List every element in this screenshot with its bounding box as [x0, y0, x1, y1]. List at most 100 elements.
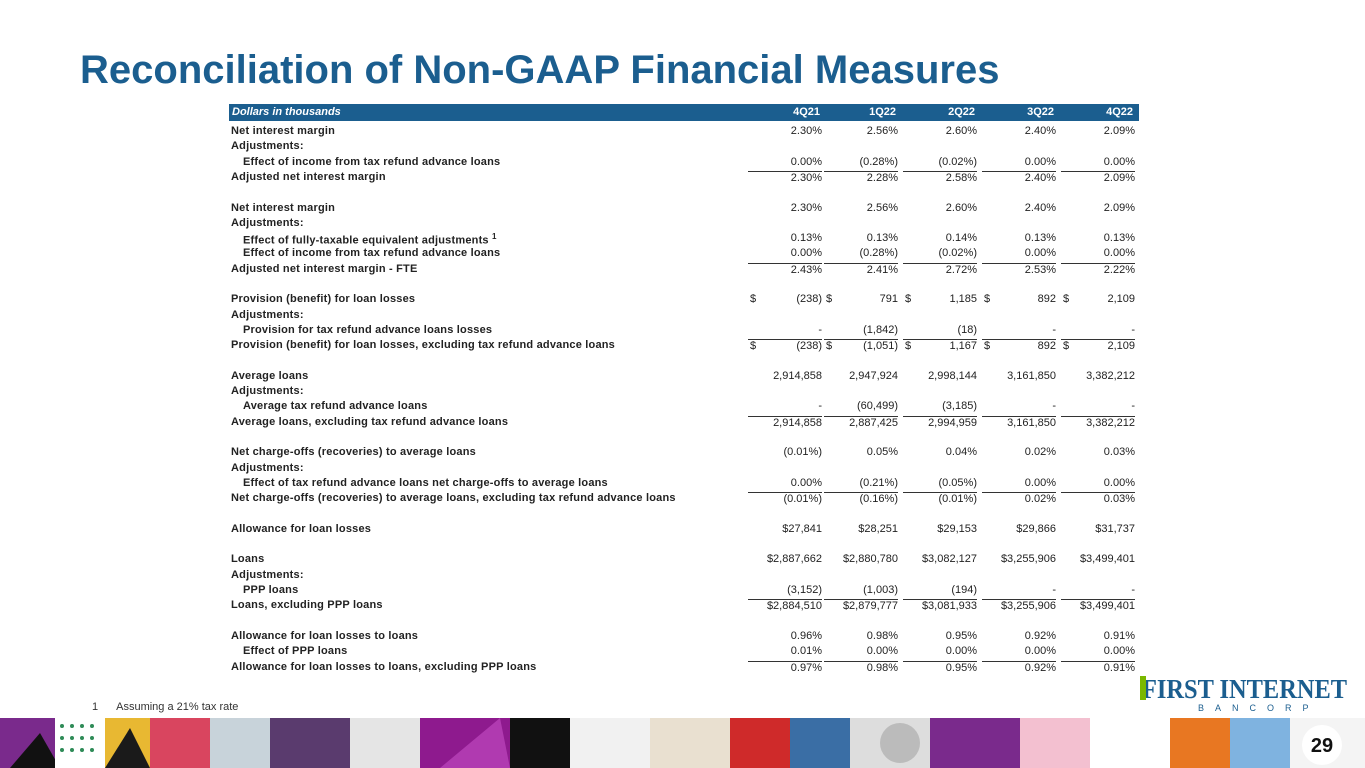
row-value: (238) [748, 339, 822, 354]
row-value: 2,994,959 [903, 415, 977, 431]
currency-sign: $ [1063, 340, 1070, 353]
row-value: $2,884,510 [748, 599, 822, 614]
row-value: 0.98% [824, 660, 898, 676]
row-value: 0.00% [1103, 645, 1135, 658]
row-value: 0.92% [1024, 629, 1056, 642]
row-value: - [1131, 400, 1135, 413]
row-value: $3,499,401 [1079, 553, 1135, 566]
footnote-text: Assuming a 21% tax rate [116, 701, 239, 713]
row-value: - [1052, 584, 1056, 596]
row-value: 0.03% [1061, 492, 1135, 507]
row-value: (0.28%) [859, 247, 898, 260]
page-number: 29 [1311, 735, 1333, 757]
row-value: 2,887,425 [824, 415, 898, 431]
row-label: Effect of tax refund advance loans net c… [243, 476, 608, 489]
row-value: 0.95% [903, 660, 977, 676]
row-value: 2.40% [1024, 201, 1056, 214]
row-value: 2.43% [748, 262, 822, 278]
row-label: Allowance for loan losses to loans, excl… [231, 660, 537, 673]
row-value: (18) [957, 323, 977, 336]
row-value: 2,914,858 [748, 415, 822, 431]
row-value: 0.04% [945, 446, 977, 459]
row-value: - [1131, 323, 1135, 336]
row-value: - [818, 400, 822, 413]
row-value: $2,879,777 [824, 599, 898, 614]
row-label: Average loans, excluding tax refund adva… [231, 415, 509, 428]
row-value: 791 [879, 293, 898, 306]
row-value: 2.40% [1024, 125, 1056, 137]
row-label: Adjustments: [231, 140, 304, 153]
row-label: Average loans [231, 369, 309, 382]
row-value: (3,152) [787, 584, 822, 596]
row-value: 1,185 [949, 293, 977, 306]
row-label: Allowance for loan losses to loans [231, 629, 419, 642]
row-value: 2.09% [1103, 201, 1135, 214]
currency-sign: $ [750, 293, 757, 306]
row-value: (60,499) [857, 400, 898, 413]
row-value: 0.91% [1061, 660, 1135, 676]
row-value: 2.30% [790, 201, 822, 214]
row-value: 2.58% [903, 170, 977, 186]
row-value: (194) [951, 584, 977, 596]
row-value: (0.01%) [903, 492, 977, 507]
row-value: 0.00% [1103, 155, 1135, 168]
currency-sign: $ [905, 293, 912, 306]
row-value: (0.02%) [938, 247, 977, 260]
row-label: Effect of fully-taxable equivalent adjus… [243, 232, 497, 247]
row-value: (3,185) [942, 400, 977, 413]
row-label: PPP loans [243, 584, 299, 596]
row-value: - [1131, 584, 1135, 596]
row-value: $28,251 [858, 522, 898, 535]
row-value: 3,382,212 [1061, 415, 1135, 431]
row-value: 2,109 [1061, 339, 1135, 354]
row-label: Net charge-offs (recoveries) to average … [231, 446, 476, 459]
row-value: (238) [796, 293, 822, 306]
row-value: 0.13% [1103, 232, 1135, 245]
currency-sign: $ [826, 340, 833, 353]
currency-sign: $ [1063, 293, 1070, 306]
row-value: 2.09% [1061, 170, 1135, 186]
row-value: $2,880,780 [842, 553, 898, 566]
header-label: Dollars in thousands [232, 106, 341, 118]
row-value: 0.00% [790, 476, 822, 489]
row-label: Adjusted net interest margin - FTE [231, 262, 418, 275]
row-value: - [1052, 323, 1056, 336]
row-label: Adjustments: [231, 568, 304, 581]
row-value: 3,382,212 [1086, 369, 1135, 382]
row-value: 0.96% [790, 629, 822, 642]
currency-sign: $ [826, 293, 833, 306]
header-period: 2Q22 [948, 106, 975, 118]
row-value: 2.22% [1061, 262, 1135, 278]
currency-sign: $ [984, 340, 991, 353]
row-value: 892 [982, 339, 1056, 354]
row-value: 3,161,850 [982, 415, 1056, 431]
decorative-strip: 29 [0, 718, 1365, 768]
row-value: 2,998,144 [928, 369, 977, 382]
row-label: Provision for tax refund advance loans l… [243, 323, 493, 336]
currency-sign: $ [905, 340, 912, 353]
row-value: 0.00% [790, 155, 822, 168]
header-period: 4Q21 [793, 106, 820, 118]
row-label: Provision (benefit) for loan losses, exc… [231, 339, 616, 352]
row-value: 0.98% [866, 629, 898, 642]
row-label: Net interest margin [231, 201, 336, 214]
row-value: 0.13% [866, 232, 898, 245]
row-value: (1,003) [863, 584, 898, 596]
logo-sub: BANCORP [1198, 703, 1320, 713]
row-label: Adjustments: [231, 216, 304, 229]
row-value: (0.01%) [783, 446, 822, 459]
row-value: - [1052, 400, 1056, 413]
row-value: $29,866 [1016, 522, 1056, 535]
row-value: (0.28%) [859, 155, 898, 168]
logo-name: FIRST INTERNET [1142, 674, 1347, 704]
header-period: 3Q22 [1027, 106, 1054, 118]
row-value: 0.00% [1024, 476, 1056, 489]
row-value: 0.13% [790, 232, 822, 245]
row-value: 0.13% [1024, 232, 1056, 245]
footnote: 1 Assuming a 21% tax rate [92, 701, 238, 713]
row-value: $3,255,906 [1000, 553, 1056, 566]
row-value: 2.53% [982, 262, 1056, 278]
row-value: 2,914,858 [773, 369, 822, 382]
row-value: 2.28% [824, 170, 898, 186]
header-period: 1Q22 [869, 106, 896, 118]
